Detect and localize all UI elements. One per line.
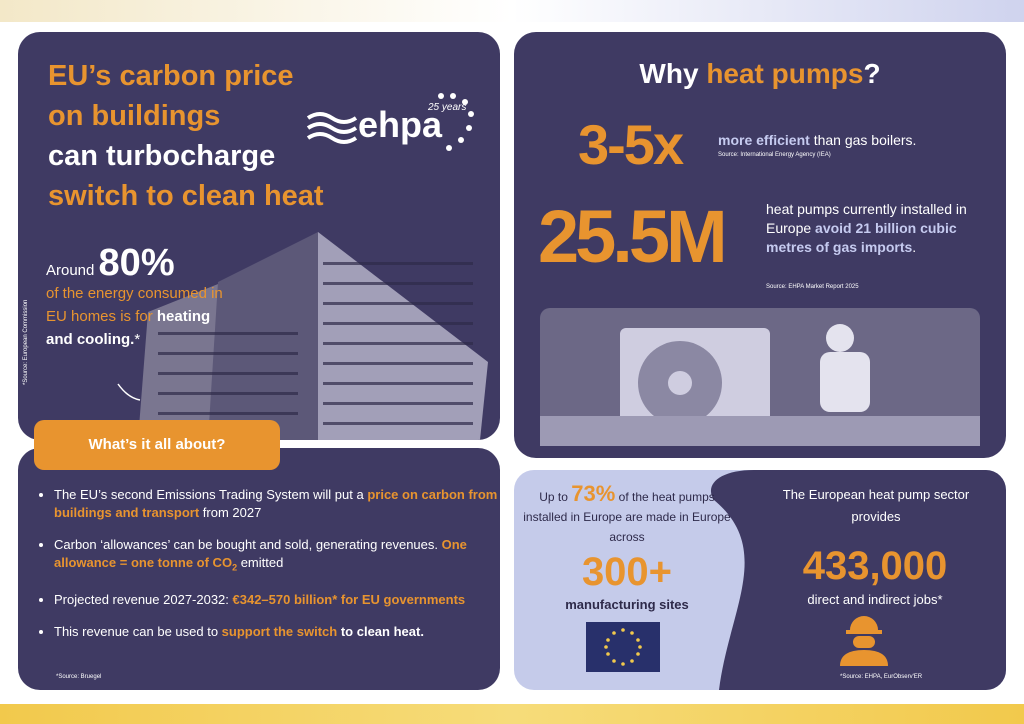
bullet: This revenue can be used to support the … [54, 623, 504, 641]
jobs-label: direct and indirect jobs* [807, 592, 943, 607]
about-panel: The EU’s second Emissions Trading System… [18, 448, 500, 690]
stat-mark: * [134, 331, 141, 348]
about-button: What’s it all about? [34, 420, 280, 470]
source: *Source: EHPA, EurObserv'ER [840, 674, 923, 680]
jobs-panel-bg [514, 470, 1006, 690]
heat-pump-photo [540, 308, 980, 446]
logo-years: 25 years [428, 102, 467, 113]
stat-value: 80% [98, 242, 175, 284]
highlight: more efficient [718, 132, 810, 148]
bullet: Projected revenue 2027-2032: €342–570 bi… [54, 591, 504, 609]
efficiency-text: more efficient than gas boilers. [718, 132, 916, 148]
carbon-panel: EU’s carbon price on buildings can turbo… [18, 32, 500, 440]
highlight: heat pumps [706, 58, 864, 89]
source: Source: EHPA Market Report 2025 [766, 284, 859, 290]
highlight: One allowance = one tonne of CO [54, 537, 467, 570]
why-title: Why heat pumps? [514, 58, 1006, 90]
made-value: 73% [571, 481, 616, 506]
title-line: on buildings [48, 100, 221, 132]
installed-text: heat pumps currently installed in Europe… [766, 200, 986, 257]
text: Carbon ‘allowances’ can be bought and so… [54, 537, 442, 552]
bullet: Carbon ‘allowances’ can be bought and so… [54, 536, 504, 577]
text: The EU’s second Emissions Trading System… [54, 487, 368, 502]
logo-mark [306, 93, 474, 151]
text: Why [639, 58, 707, 89]
title: EU’s carbon price on buildings can turbo… [48, 56, 324, 216]
text: ? [863, 58, 881, 89]
logo-name: ehpa [358, 104, 443, 145]
stat-80: Around 80% of the energy consumed in EU … [46, 244, 236, 351]
bullets: The EU’s second Emissions Trading System… [36, 486, 504, 641]
sites-label: manufacturing sites [565, 597, 689, 612]
text: than gas boilers. [809, 132, 917, 148]
text: to clean heat. [337, 623, 424, 639]
source: *Source: European Commission [23, 299, 29, 385]
title-line: switch to clean heat [48, 180, 324, 212]
text: of the heat pumps installed in Europe ar… [523, 490, 731, 544]
stat-prefix: Around [46, 262, 95, 279]
text: This revenue can be used to [54, 623, 222, 639]
source: *Source: Bruegel [56, 674, 102, 680]
bottom-band [0, 704, 1024, 724]
text: Projected revenue 2027-2032: [54, 591, 233, 607]
top-band [0, 0, 1024, 22]
text: . [912, 239, 917, 255]
efficiency-value: 3-5x [578, 113, 684, 176]
bullet: The EU’s second Emissions Trading System… [54, 486, 504, 522]
title-line: can turbocharge [48, 140, 276, 172]
building-photo [117, 232, 488, 440]
highlight: price on carbon from buildings and trans… [54, 487, 498, 520]
sites-value: 300+ [581, 550, 673, 594]
subscript: 2 [232, 562, 238, 573]
jobs-intro: The European heat pump sector provides [782, 487, 970, 524]
highlight: €342–570 billion* for EU governments [232, 591, 466, 607]
prefix: Up to [539, 490, 568, 504]
why-panel: Why heat pumps? 3-5x more efficient than… [514, 32, 1006, 458]
title-line: EU’s carbon price [48, 60, 294, 92]
jobs-value: 433,000 [802, 544, 948, 588]
stat-highlight: heating and cooling. [46, 308, 211, 348]
installed-value: 25.5M [538, 195, 728, 278]
stat-text: of the energy consumed in EU homes is fo… [46, 285, 223, 325]
text: from 2027 [199, 505, 262, 520]
highlight: support the switch [221, 623, 338, 639]
source: Source: International Energy Agency (IEA… [718, 152, 831, 158]
text: emitted [237, 555, 284, 570]
text: heat pumps currently installed in Europe [766, 201, 967, 236]
highlight: avoid 21 billion cubic metres of gas imp… [766, 220, 957, 255]
made-in-europe: Up to 73% of the heat pumps installed in… [516, 481, 738, 615]
